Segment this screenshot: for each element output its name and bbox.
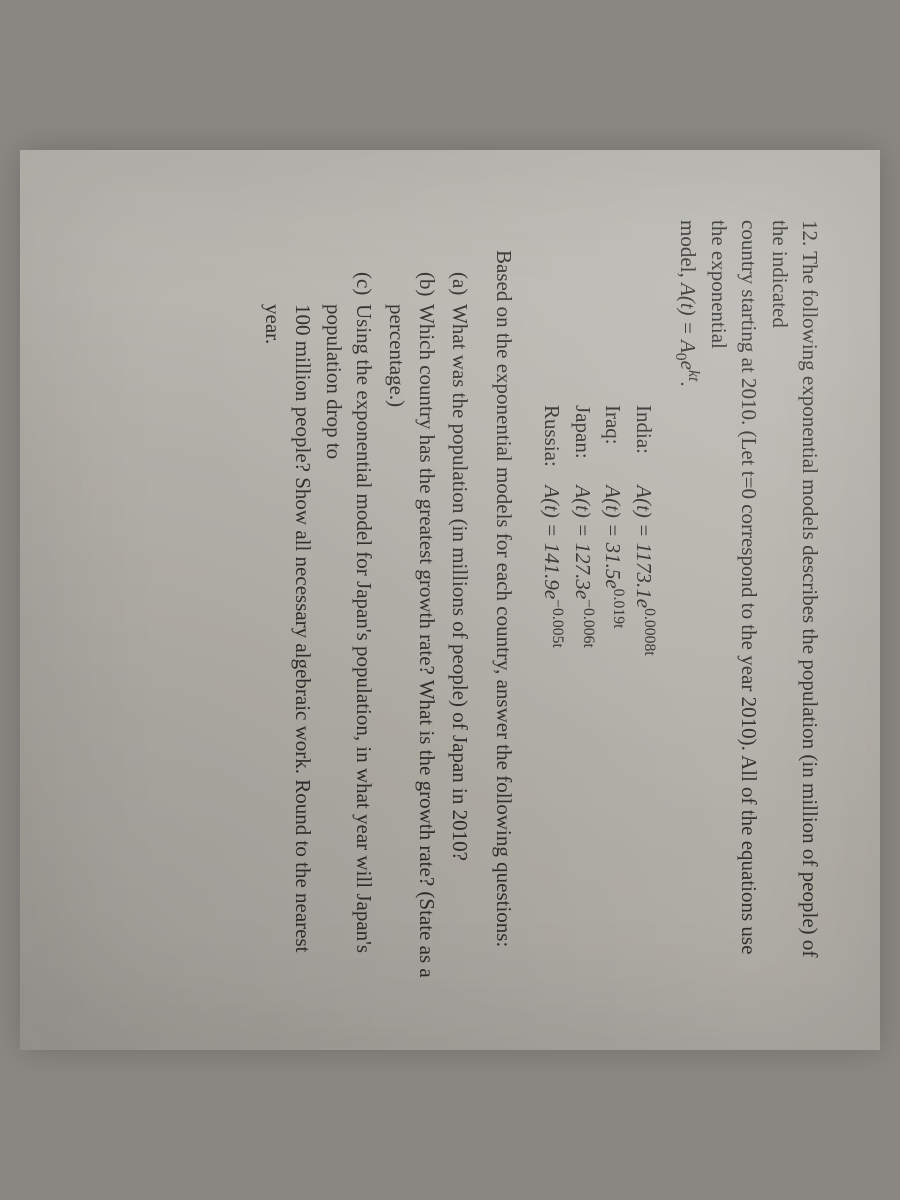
eq-russia-e: e xyxy=(541,590,565,599)
model-lhs: A(t) = A xyxy=(676,283,700,353)
part-c-label: (c) xyxy=(258,272,380,304)
part-c-text-1: Using the exponential model for Japan's … xyxy=(322,304,376,953)
eq-iraq-exp: 0.019t xyxy=(610,589,627,629)
model-period: . xyxy=(676,381,700,386)
eq-japan-e: e xyxy=(571,590,595,599)
part-c: (c) Using the exponential model for Japa… xyxy=(258,272,380,980)
eq-japan-exp: −0.006t xyxy=(580,599,597,648)
model-russia: Russia: A(t) = 141.9e−0.005t xyxy=(537,405,567,980)
eq-india-lhs: A(t) = 1173.1 xyxy=(632,485,656,599)
part-b-text: Which country has the greatest growth ra… xyxy=(381,304,442,980)
model-india: India: A(t) = 1173.1e0.0008t xyxy=(628,405,658,980)
part-b-label: (b) xyxy=(381,272,442,304)
based-on-text: Based on the exponential models for each… xyxy=(489,250,519,980)
label-india: India: xyxy=(628,405,658,480)
eq-iraq-e: e xyxy=(601,579,625,588)
model-prefix: model, xyxy=(676,220,700,283)
model-line: model, A(t) = A0ekt. xyxy=(676,220,700,387)
label-russia: Russia: xyxy=(537,405,567,480)
model-exponent: kt xyxy=(685,370,702,381)
eq-russia-exp: −0.005t xyxy=(550,599,567,648)
country-models: India: A(t) = 1173.1e0.0008t Iraq: A(t) … xyxy=(537,405,659,980)
part-c-text-2: 100 million people? Show all necessary a… xyxy=(261,304,315,953)
label-japan: Japan: xyxy=(568,405,598,480)
model-e: e xyxy=(676,361,700,370)
intro-line-2: country starting at 2010. (Let t=0 corre… xyxy=(707,220,761,954)
eq-iraq-lhs: A(t) = 31.5 xyxy=(601,485,625,579)
model-iraq: Iraq: A(t) = 31.5e0.019t xyxy=(598,405,628,980)
problem-number: 12. xyxy=(798,220,822,246)
intro-line-1: The following exponential models describ… xyxy=(768,220,822,957)
question-parts: (a) What was the population (in millions… xyxy=(258,272,475,980)
part-a-text: What was the population (in millions of … xyxy=(444,304,474,980)
part-c-text: Using the exponential model for Japan's … xyxy=(258,304,380,980)
part-a: (a) What was the population (in millions… xyxy=(444,272,474,980)
part-a-label: (a) xyxy=(444,272,474,304)
paper-sheet: 12. The following exponential models des… xyxy=(20,150,880,1050)
page-wrap: 12. The following exponential models des… xyxy=(0,0,900,1200)
eq-japan-lhs: A(t) = 127.3 xyxy=(571,485,595,590)
eq-russia-lhs: A(t) = 141.9 xyxy=(541,485,565,590)
problem-intro: 12. The following exponential models des… xyxy=(673,220,825,980)
eq-india-exp: 0.0008t xyxy=(641,608,658,656)
model-japan: Japan: A(t) = 127.3e−0.006t xyxy=(568,405,598,980)
model-sub0: 0 xyxy=(672,353,689,361)
eq-india-e: e xyxy=(632,599,656,608)
label-iraq: Iraq: xyxy=(598,405,628,480)
part-b: (b) Which country has the greatest growt… xyxy=(381,272,442,980)
